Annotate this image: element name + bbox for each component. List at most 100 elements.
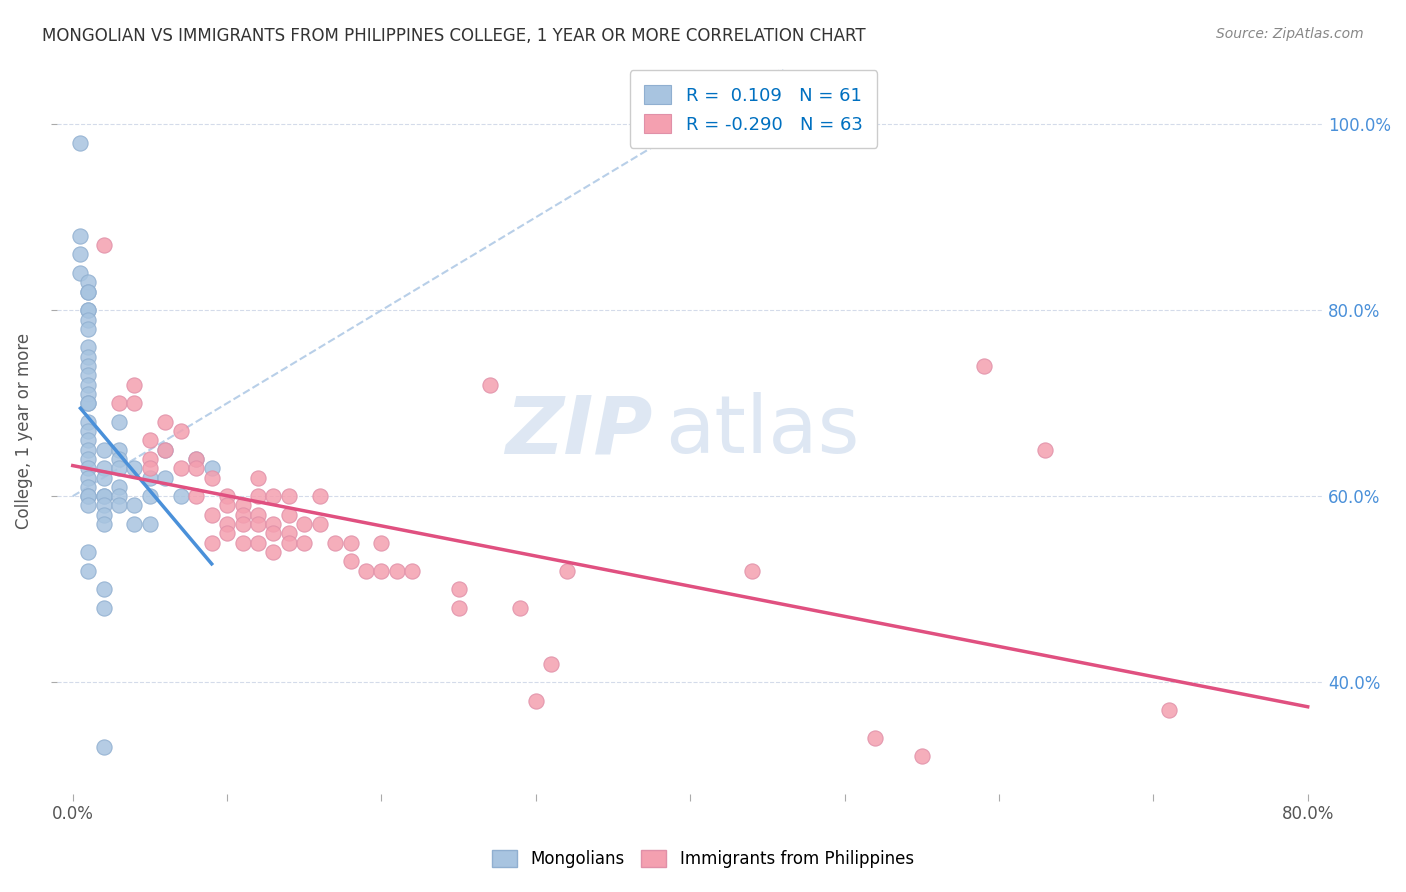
Point [217, 526, 239, 541]
Point [232, 535, 254, 549]
Point [124, 517, 146, 532]
Point [77, 470, 100, 484]
Point [93, 238, 115, 252]
Point [354, 564, 377, 578]
Point [323, 535, 346, 549]
Point [509, 600, 531, 615]
Point [124, 461, 146, 475]
Point [77, 359, 100, 373]
Point [77, 322, 100, 336]
Point [77, 415, 100, 429]
Point [108, 452, 131, 467]
Point [1033, 442, 1056, 457]
Point [93, 508, 115, 522]
Point [93, 442, 115, 457]
Point [201, 535, 224, 549]
Point [973, 359, 995, 373]
Point [170, 489, 193, 503]
Point [217, 489, 239, 503]
Point [77, 564, 100, 578]
Point [339, 535, 361, 549]
Point [108, 461, 131, 475]
Point [108, 499, 131, 513]
Point [77, 303, 100, 318]
Point [246, 489, 269, 503]
Point [401, 564, 423, 578]
Point [232, 508, 254, 522]
Text: Source: ZipAtlas.com: Source: ZipAtlas.com [1216, 27, 1364, 41]
Point [77, 442, 100, 457]
Point [108, 480, 131, 494]
Point [186, 461, 208, 475]
Point [139, 461, 162, 475]
Point [93, 489, 115, 503]
Point [262, 545, 284, 559]
Point [232, 499, 254, 513]
Point [77, 424, 100, 438]
Point [77, 489, 100, 503]
Point [292, 535, 315, 549]
Point [277, 535, 299, 549]
Point [186, 489, 208, 503]
Point [93, 740, 115, 755]
Point [447, 600, 470, 615]
Point [77, 340, 100, 354]
Point [69, 247, 91, 261]
Point [69, 266, 91, 280]
Point [155, 470, 177, 484]
Point [865, 731, 887, 745]
Point [540, 657, 562, 671]
Point [385, 564, 408, 578]
Point [139, 470, 162, 484]
Y-axis label: College, 1 year or more: College, 1 year or more [15, 333, 32, 529]
Point [108, 396, 131, 410]
Point [93, 461, 115, 475]
Point [246, 517, 269, 532]
Point [170, 461, 193, 475]
Point [77, 461, 100, 475]
Point [370, 535, 392, 549]
Point [911, 749, 934, 764]
Point [69, 136, 91, 150]
Point [308, 489, 330, 503]
Text: atlas: atlas [665, 392, 859, 470]
Point [308, 517, 330, 532]
Point [447, 582, 470, 596]
Point [77, 452, 100, 467]
Point [1157, 703, 1180, 717]
Point [77, 489, 100, 503]
Point [277, 526, 299, 541]
Point [77, 368, 100, 383]
Point [77, 480, 100, 494]
Point [69, 228, 91, 243]
Point [155, 442, 177, 457]
Point [277, 489, 299, 503]
Point [155, 442, 177, 457]
Point [93, 517, 115, 532]
Point [139, 517, 162, 532]
Point [201, 470, 224, 484]
Point [201, 461, 224, 475]
Point [139, 452, 162, 467]
Legend: Mongolians, Immigrants from Philippines: Mongolians, Immigrants from Philippines [485, 843, 921, 875]
Point [77, 545, 100, 559]
Point [339, 554, 361, 568]
Point [93, 489, 115, 503]
Point [217, 517, 239, 532]
Legend: R =  0.109   N = 61, R = -0.290   N = 63: R = 0.109 N = 61, R = -0.290 N = 63 [630, 70, 877, 148]
Point [77, 350, 100, 364]
Point [108, 489, 131, 503]
Point [93, 582, 115, 596]
Point [262, 489, 284, 503]
Point [246, 508, 269, 522]
Point [555, 564, 578, 578]
Point [77, 312, 100, 326]
Point [93, 600, 115, 615]
Point [246, 470, 269, 484]
Point [77, 285, 100, 299]
Point [292, 517, 315, 532]
Point [77, 387, 100, 401]
Point [93, 499, 115, 513]
Point [262, 517, 284, 532]
Point [77, 396, 100, 410]
